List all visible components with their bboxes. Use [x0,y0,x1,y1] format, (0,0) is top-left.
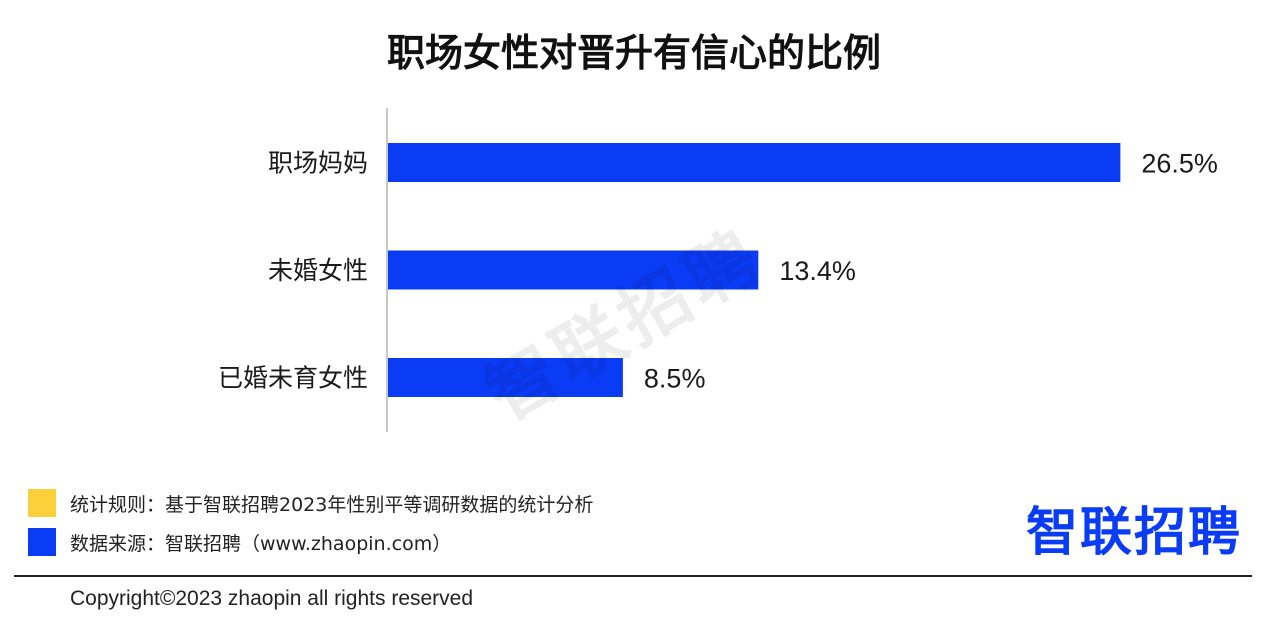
zhaopin-logo: 智联招聘 [1026,503,1243,563]
legend-swatch-yellow [28,489,56,517]
legend-item-source: 数据来源：智联招聘（www.zhaopin.com） [28,528,451,556]
copyright-text: Copyright©2023 zhaopin all rights reserv… [70,587,474,610]
bar [388,143,1121,182]
data-label: 13.4% [779,256,856,286]
bar [388,358,623,397]
bar [388,250,759,290]
legend-text-source: 数据来源：智联招聘（www.zhaopin.com） [70,532,452,555]
legend-item-rule: 统计规则：基于智联招聘2023年性别平等调研数据的统计分析 [28,489,593,517]
data-label: 26.5% [1141,149,1218,179]
chart-title: 职场女性对晋升有信心的比例 [386,31,881,75]
bar-chart: 职场妈妈 26.5% 未婚女性 13.4% 已婚未育女性 8.5% [218,108,1218,432]
footer-divider [14,575,1252,577]
data-label: 8.5% [644,364,706,394]
category-label: 未婚女性 [268,256,368,285]
category-label: 已婚未育女性 [218,364,368,393]
legend-swatch-blue [28,528,56,556]
legend-text-rule: 统计规则：基于智联招聘2023年性别平等调研数据的统计分析 [70,493,594,516]
category-label: 职场妈妈 [268,149,368,178]
